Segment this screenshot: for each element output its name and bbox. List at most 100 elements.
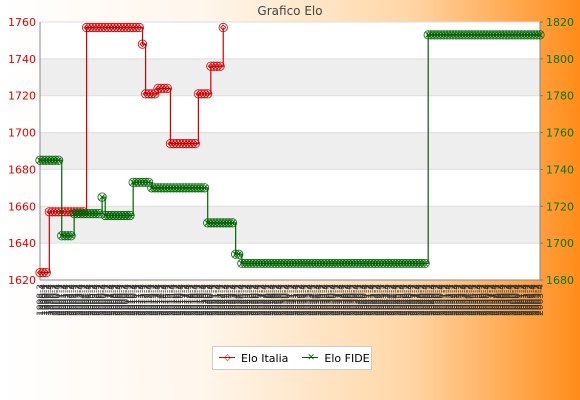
x-tick-label: 2012-4 (145, 284, 155, 316)
data-point (234, 249, 244, 259)
x-tick-label: 2010-3 (128, 284, 138, 316)
y-right-tick-label: 1720 (546, 200, 574, 213)
x-tick-label: 2018-2 (187, 284, 197, 316)
x-tick-label: 2037-1 (331, 284, 341, 316)
x-tick-label: 2005-2 (88, 284, 98, 316)
x-tick-label: 1998-3 (36, 284, 46, 316)
x-tick-label: 2013-3 (151, 284, 161, 316)
y-left-tick-label: 1620 (8, 274, 36, 287)
data-point (91, 209, 101, 219)
point-marker (537, 32, 543, 38)
x-tick-label: 2004-2 (80, 284, 90, 316)
data-point (66, 231, 76, 241)
x-tick-label: 2040-2 (356, 284, 366, 316)
data-point (54, 155, 64, 165)
x-tick-label: 2035-4 (321, 284, 331, 316)
data-point (488, 30, 499, 40)
x-tick-label: 2038-2 (341, 284, 351, 316)
x-tick-label: 2025-4 (245, 284, 255, 316)
x-tick-label: 2032-1 (293, 284, 303, 316)
x-tick-label: 2015-2 (164, 284, 174, 316)
x-tick-label: 2054-3 (465, 284, 475, 316)
data-point (47, 155, 58, 165)
x-tick-label: 2031-4 (291, 284, 301, 316)
x-tick-label: 2035-2 (318, 284, 328, 316)
x-tick-label: 2020-2 (203, 284, 213, 316)
data-point (429, 30, 440, 40)
data-point (485, 30, 495, 40)
data-point (252, 258, 262, 269)
x-tick-label: 2029-2 (272, 284, 282, 316)
data-point (330, 258, 340, 269)
data-point (280, 258, 290, 269)
x-tick-label: 2056-2 (479, 284, 489, 316)
data-point (119, 210, 129, 221)
data-point (529, 30, 539, 40)
x-tick-label: 2035-1 (316, 284, 326, 316)
x-tick-label: 2010-1 (124, 284, 134, 316)
data-point (113, 210, 123, 221)
x-tick-label: 2029-3 (274, 284, 284, 316)
x-tick-label: 2027-2 (256, 284, 266, 316)
data-point (398, 258, 408, 269)
x-tick-label: 2030-3 (281, 284, 291, 316)
data-point (432, 30, 443, 40)
y-right-tick-label: 1780 (546, 90, 574, 103)
x-tick-label: 2050-2 (433, 284, 443, 316)
x-tick-label: 2043-3 (381, 284, 391, 316)
x-tick-label: 2061-4 (521, 284, 531, 316)
data-point (227, 218, 238, 228)
data-point (190, 183, 200, 193)
x-tick-label: 2058-2 (494, 284, 504, 316)
data-point (134, 22, 144, 33)
point-marker (164, 85, 171, 92)
data-point (470, 30, 480, 40)
data-point (513, 30, 523, 40)
data-point (103, 210, 113, 221)
data-point (277, 258, 287, 269)
x-tick-label: 2034-4 (314, 284, 324, 316)
x-tick-label: 2010-4 (130, 284, 140, 316)
x-tick-label: 2028-3 (266, 284, 276, 316)
x-tick-label: 2022-1 (216, 284, 226, 316)
data-point (336, 258, 346, 269)
x-tick-label: 1999-1 (40, 284, 50, 316)
x-tick-label: 2040-3 (358, 284, 368, 316)
x-tick-label: 2028-4 (268, 284, 278, 316)
x-tick-label: 2006-4 (99, 284, 109, 316)
x-tick-label: 2021-2 (210, 284, 220, 316)
data-point (404, 258, 415, 269)
x-tick-label: 2050-1 (431, 284, 441, 316)
data-point (196, 183, 207, 193)
data-point (526, 30, 536, 40)
x-tick-label: 2007-2 (103, 284, 113, 316)
x-tick-label: 2046-2 (402, 284, 412, 316)
x-tick-label: 2039-4 (352, 284, 362, 316)
data-point (178, 183, 188, 193)
data-point (479, 30, 489, 40)
y-right-tick-label: 1820 (546, 16, 574, 29)
x-tick-label: 2045-1 (392, 284, 402, 316)
x-tick-label: 2019-1 (193, 284, 203, 316)
data-point (395, 258, 405, 269)
data-point (491, 30, 502, 40)
x-tick-label: 2002-4 (69, 284, 79, 316)
data-point (411, 258, 421, 269)
data-point (383, 258, 393, 269)
data-point (131, 177, 141, 187)
x-tick-label: 2049-2 (425, 284, 435, 316)
data-point (162, 83, 172, 93)
x-tick-label: 2054-2 (463, 284, 473, 316)
data-point (147, 89, 157, 99)
data-point (463, 30, 474, 40)
x-tick-label: 2025-1 (239, 284, 249, 316)
x-tick-label: 2001-1 (55, 284, 65, 316)
x-tick-label: 2011-4 (138, 284, 148, 316)
x-tick-label: 2014-1 (155, 284, 165, 316)
x-tick-label: 2015-4 (168, 284, 178, 316)
data-point (144, 177, 154, 187)
data-point (532, 30, 542, 40)
point-marker (220, 24, 227, 31)
point-marker (235, 251, 242, 258)
x-tick-label: 2051-2 (440, 284, 450, 316)
